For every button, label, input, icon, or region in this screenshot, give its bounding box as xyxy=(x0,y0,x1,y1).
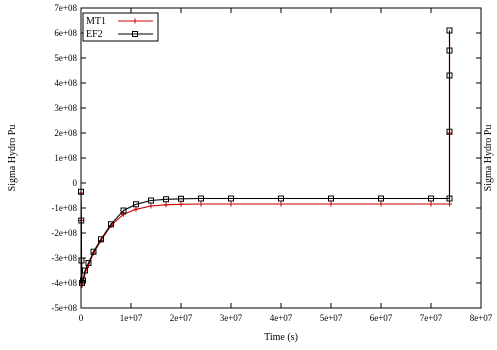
data-point xyxy=(428,201,434,207)
y-tick-label: -3e+08 xyxy=(51,253,77,263)
legend-label-ef2: EF2 xyxy=(86,29,103,40)
y-tick-label: 5e+08 xyxy=(54,53,77,63)
data-point xyxy=(148,203,154,209)
x-tick-label: 2e+07 xyxy=(170,313,193,323)
x-tick-label: 6e+07 xyxy=(370,313,393,323)
y-tick-label: -2e+08 xyxy=(51,228,77,238)
legend-marker-mt1 xyxy=(132,18,138,24)
data-point xyxy=(278,201,284,207)
data-point xyxy=(198,195,204,202)
data-point xyxy=(446,128,453,135)
data-point xyxy=(90,248,97,255)
data-point xyxy=(446,27,453,34)
y-tick-label: 0 xyxy=(73,178,78,188)
data-point xyxy=(428,195,434,202)
data-point xyxy=(85,260,92,266)
x-axis-label: Time (s) xyxy=(264,332,298,343)
data-point xyxy=(82,267,88,274)
y-tick-label: 4e+08 xyxy=(54,78,77,88)
legend: MT1 EF2 xyxy=(82,12,159,42)
data-point xyxy=(178,201,184,207)
data-point xyxy=(228,201,234,207)
x-tick-label: 1e+07 xyxy=(120,313,143,323)
data-point xyxy=(378,195,384,202)
data-point xyxy=(163,202,169,208)
x-tick-label: 0 xyxy=(79,313,84,323)
y-tick-label: -1e+08 xyxy=(51,203,77,213)
data-point xyxy=(98,236,104,243)
data-point xyxy=(446,195,453,202)
data-point xyxy=(228,195,234,202)
data-point xyxy=(133,201,139,208)
data-point xyxy=(447,201,452,207)
x-tick-label: 5e+07 xyxy=(320,313,343,323)
y-tick-label: 7e+08 xyxy=(54,3,77,13)
data-point xyxy=(446,72,453,79)
data-point xyxy=(278,195,284,202)
legend-label-mt1: MT1 xyxy=(86,16,106,27)
data-point xyxy=(328,195,334,202)
y-tick-label: 1e+08 xyxy=(54,153,77,163)
y-tick-label: -5e+08 xyxy=(51,303,77,313)
legend-marker-ef2 xyxy=(132,31,138,37)
plot-area xyxy=(78,27,453,288)
data-point xyxy=(178,195,184,202)
x-tick-label: 3e+07 xyxy=(220,313,243,323)
data-point xyxy=(120,207,127,214)
x-tick-label: 7e+07 xyxy=(420,313,443,323)
data-point xyxy=(108,221,114,228)
x-tick-label: 4e+07 xyxy=(270,313,293,323)
data-point xyxy=(378,201,384,207)
y-tick-label: 6e+08 xyxy=(54,28,77,38)
data-point xyxy=(198,201,204,207)
data-point xyxy=(446,47,453,54)
y-tick-label: -4e+08 xyxy=(51,278,77,288)
y-axis-label: Sigma Hydro Pu xyxy=(7,125,18,192)
data-point xyxy=(163,196,169,203)
y-tick-label: 3e+08 xyxy=(54,103,77,113)
data-point xyxy=(328,201,334,207)
data-point xyxy=(133,206,139,212)
axes: 0 1e+07 2e+07 3e+07 4e+07 5e+07 6e+07 7e+07 8e+0… xyxy=(51,3,492,323)
x-tick-label: 8e+07 xyxy=(470,313,493,323)
series-line-ef2 xyxy=(80,30,451,284)
legend-box xyxy=(82,12,159,42)
second-plot-y-axis-label: Sigma Hydro Pu xyxy=(483,125,494,192)
y-tick-label: 2e+08 xyxy=(54,128,77,138)
data-point xyxy=(148,197,154,204)
series-ef2 xyxy=(78,27,453,286)
